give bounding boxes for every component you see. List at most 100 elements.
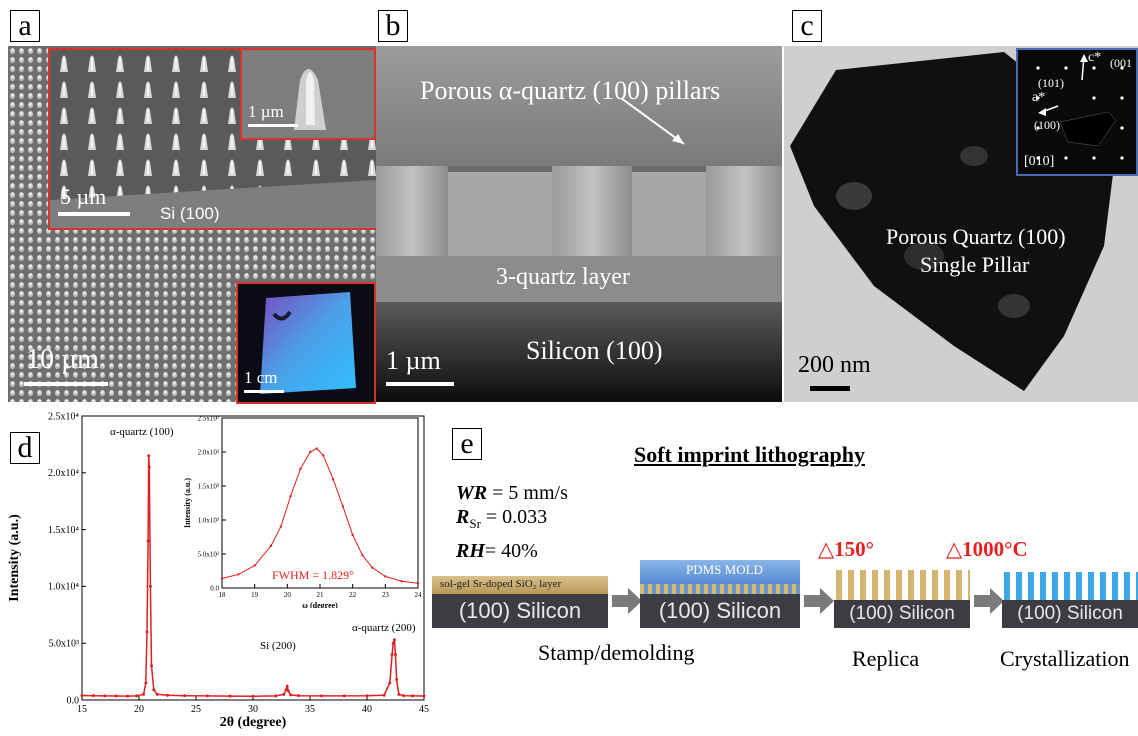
silicon-block-4: (100) Silicon xyxy=(1002,600,1138,628)
data-point xyxy=(351,533,354,537)
x-tick-label: 24 xyxy=(415,591,423,599)
panel-label-b: b xyxy=(378,10,408,42)
diffraction-pattern xyxy=(1036,54,1124,160)
scale-label-1um-inset: 1 µm xyxy=(248,102,284,121)
data-point xyxy=(422,694,426,698)
data-point xyxy=(142,692,146,696)
data-point xyxy=(390,653,394,657)
data-point xyxy=(183,694,187,698)
y-tick-label: 5.0x10³ xyxy=(49,639,80,650)
data-point xyxy=(144,681,148,685)
x-tick-label: 23 xyxy=(382,591,390,599)
data-point xyxy=(289,693,293,697)
label-porous-quartz: Porous Quartz (100) xyxy=(886,224,1066,249)
data-point xyxy=(392,638,396,642)
temp-150: △150° xyxy=(818,537,875,561)
x-tick-label: 30 xyxy=(248,704,258,715)
sol-gel-layer-label: sol-gel Sr-doped SiO₂ layer xyxy=(440,578,562,590)
replica-pillars xyxy=(836,570,970,602)
x-tick-label: 25 xyxy=(191,704,201,715)
x-axis-label: ω (degree) xyxy=(302,601,338,608)
data-point xyxy=(284,688,288,692)
y-axis-label: Intensity (a.u.) xyxy=(7,514,22,602)
label-silicon-substrate: Silicon (100) xyxy=(526,336,663,365)
data-point xyxy=(299,467,302,471)
data-point xyxy=(146,539,150,543)
saed-a-star: a* xyxy=(1032,90,1046,105)
silicon-block-3: (100) Silicon xyxy=(834,600,970,628)
x-tick-label: 20 xyxy=(134,704,144,715)
data-point xyxy=(220,577,224,580)
data-point xyxy=(148,584,152,588)
panel-b-sem: Porous α-quartz (100) pillars 3-quartz l… xyxy=(376,46,782,402)
data-point xyxy=(150,664,154,668)
data-point xyxy=(103,694,107,698)
data-point xyxy=(322,454,325,457)
data-point xyxy=(285,684,289,688)
stage-label-replica: Replica xyxy=(852,646,920,671)
single-pillar-image xyxy=(242,50,374,138)
panel-label-d: d xyxy=(10,432,40,464)
process-arrow-1 xyxy=(612,588,642,619)
y-tick-label: 1.0x10⁴ xyxy=(48,582,80,593)
peak-label-q100: α-quartz (100) xyxy=(110,426,174,438)
saed-hkl-001: (001 xyxy=(1110,56,1132,70)
scale-bar-1um-inset xyxy=(248,124,298,127)
param-wr: WR = 5 mm/s xyxy=(456,482,568,505)
data-point xyxy=(342,694,346,698)
stage-label-crystallization: Crystallization xyxy=(1000,646,1130,671)
saed-hkl-100: (100) xyxy=(1034,118,1060,132)
param-rsr-value: = 0.033 xyxy=(480,506,548,528)
saed-c-star: c* xyxy=(1088,50,1102,65)
data-point xyxy=(147,465,151,469)
data-point xyxy=(147,454,151,458)
data-point xyxy=(297,694,301,698)
silicon-block-2: (100) Silicon xyxy=(640,594,800,628)
y-tick-label: 1.5x10⁴ xyxy=(48,525,80,536)
param-rh: RH= 40% xyxy=(456,540,538,563)
scale-bar-1cm xyxy=(244,390,284,393)
data-point xyxy=(401,694,405,698)
scale-label-10um: 10 µm xyxy=(26,344,99,375)
data-point xyxy=(135,694,139,698)
label-porous-pillars: Porous α-quartz (100) pillars xyxy=(420,76,721,105)
y-tick-label: 2.0x10⁴ xyxy=(48,468,80,479)
x-tick-label: 19 xyxy=(251,591,259,599)
label-quartz-layer: 3-quartz layer xyxy=(496,264,630,290)
data-point xyxy=(228,694,232,698)
scale-label-200nm: 200 nm xyxy=(798,352,871,378)
y-tick-label: 2.5x10³ xyxy=(198,414,219,422)
rocking-curve-inset: 18 19 20 21 22 23 24 0.0 5.0x10² 1.0x10³ 1.5x10³ 2.… xyxy=(183,414,423,608)
data-point xyxy=(253,564,256,567)
xrd-chart: 15 20 25 30 35 40 45 0.0 5.0x10³ 1.0x10⁴ 1.5x10⁴ 2.… xyxy=(7,411,429,730)
param-rsr-symbol: R xyxy=(456,506,470,528)
data-point xyxy=(361,554,364,557)
data-point xyxy=(400,580,403,583)
label-single-pillar: Single Pillar xyxy=(920,252,1030,277)
data-point xyxy=(286,689,290,693)
saed-hkl-101: (101) xyxy=(1038,76,1064,90)
param-rsr-sub: Sr xyxy=(469,516,481,531)
crystal-pillars xyxy=(1004,572,1138,602)
pdms-mold-pillars xyxy=(640,584,800,594)
panel-label-c: c xyxy=(792,10,822,42)
fwhm-label: FWHM = 1.829° xyxy=(272,568,354,582)
data-point xyxy=(166,693,169,697)
pdms-mold-label: PDMS MOLD xyxy=(686,562,763,577)
scale-bar-5um xyxy=(58,212,130,216)
wafer-photo xyxy=(260,292,356,394)
data-point xyxy=(395,678,399,682)
process-arrow-2 xyxy=(804,588,834,619)
y-tick-label: 0.0 xyxy=(210,584,219,592)
x-axis-label: 2θ (degree) xyxy=(220,715,287,730)
param-rsr: RSr = 0.033 xyxy=(456,506,547,532)
data-point xyxy=(382,693,386,697)
x-tick-label: 21 xyxy=(317,591,325,599)
data-point xyxy=(384,575,387,578)
param-wr-value: = 5 mm/s xyxy=(487,482,568,504)
y-tick-label: 2.5x10⁴ xyxy=(48,411,80,422)
scale-label-1um: 1 µm xyxy=(386,346,441,375)
data-point xyxy=(309,450,312,454)
cross-section-image xyxy=(376,46,782,402)
process-arrow-3 xyxy=(974,588,1004,619)
